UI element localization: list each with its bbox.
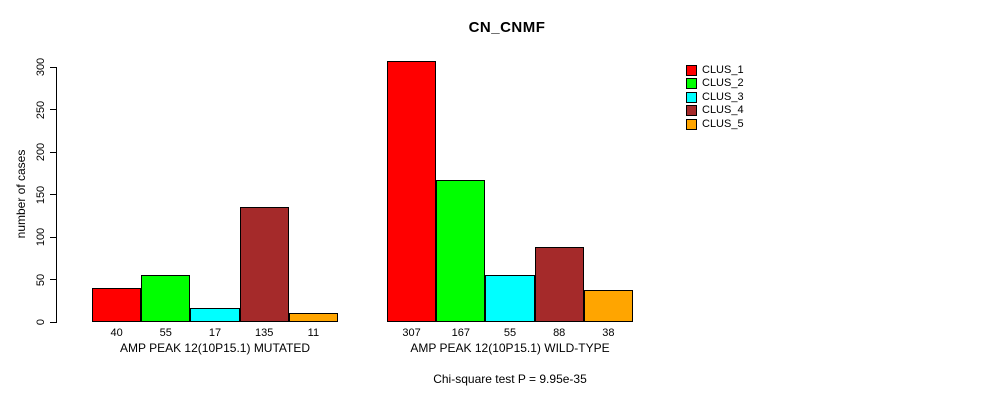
y-tick: [50, 109, 57, 110]
bar-value-label: 40: [110, 327, 123, 339]
y-tick: [50, 236, 57, 238]
y-tick: [50, 66, 57, 68]
legend-label: CLUS_5: [702, 117, 744, 130]
legend-swatch: [686, 105, 697, 117]
legend-item: CLUS_2: [686, 77, 744, 90]
bar-value-label: 55: [159, 327, 172, 339]
group-label: AMP PEAK 12(10P15.1) MUTATED: [119, 341, 311, 355]
bar-clus_5: [583, 289, 633, 322]
legend-swatch: [686, 65, 697, 76]
bar-value-label: 135: [255, 327, 274, 339]
bar-clus_2: [141, 275, 191, 322]
y-tick-label: 200: [35, 142, 47, 162]
bar-clus_4: [239, 207, 289, 322]
bar-value-label: 167: [451, 327, 470, 339]
legend-label: CLUS_2: [702, 77, 744, 90]
y-tick-label: 0: [35, 318, 47, 326]
bar-value-label: 307: [402, 327, 421, 339]
bar-clus_4: [534, 247, 584, 322]
y-tick: [50, 194, 57, 195]
bar-value-label: 88: [553, 327, 566, 339]
bar-clus_3: [485, 275, 535, 322]
legend-label: CLUS_3: [702, 90, 744, 103]
legend-item: CLUS_5: [686, 117, 744, 130]
group-label: AMP PEAK 12(10P15.1) WILD-TYPE: [410, 341, 610, 355]
y-tick-label: 50: [35, 273, 47, 286]
legend-label: CLUS_1: [702, 64, 744, 76]
y-tick: [50, 279, 57, 280]
legend-swatch: [686, 91, 697, 103]
bar-value-label: 17: [208, 327, 222, 339]
bar-value-label: 38: [602, 327, 615, 339]
legend: CLUS_1 CLUS_2 CLUS_3 CLUS_4 CLUS_5: [686, 65, 744, 132]
y-tick: [50, 321, 57, 323]
legend-swatch: [686, 78, 697, 90]
bar-clus_3: [190, 307, 240, 322]
bar-value-label: 11: [307, 327, 320, 339]
y-tick-label: 250: [35, 100, 47, 119]
y-tick: [50, 151, 57, 153]
chart-title: CN_CNMF: [468, 19, 546, 36]
bar-clus_2: [436, 180, 486, 322]
y-axis-label: number of cases: [14, 149, 28, 239]
y-tick-label: 300: [35, 57, 47, 77]
legend-swatch: [686, 118, 697, 130]
bar-value-label: 55: [503, 327, 517, 339]
legend-item: CLUS_3: [686, 90, 744, 103]
bar-clus_5: [288, 312, 338, 322]
legend-label: CLUS_4: [702, 104, 744, 117]
y-tick-label: 150: [35, 185, 47, 204]
legend-item: CLUS_4: [686, 104, 744, 117]
y-tick-label: 100: [35, 227, 47, 247]
legend-item: CLUS_1: [686, 65, 744, 76]
bar-clus_1: [387, 61, 437, 322]
chi-square-note: Chi-square test P = 9.95e-35: [433, 372, 587, 386]
bar-clus_1: [92, 288, 142, 322]
